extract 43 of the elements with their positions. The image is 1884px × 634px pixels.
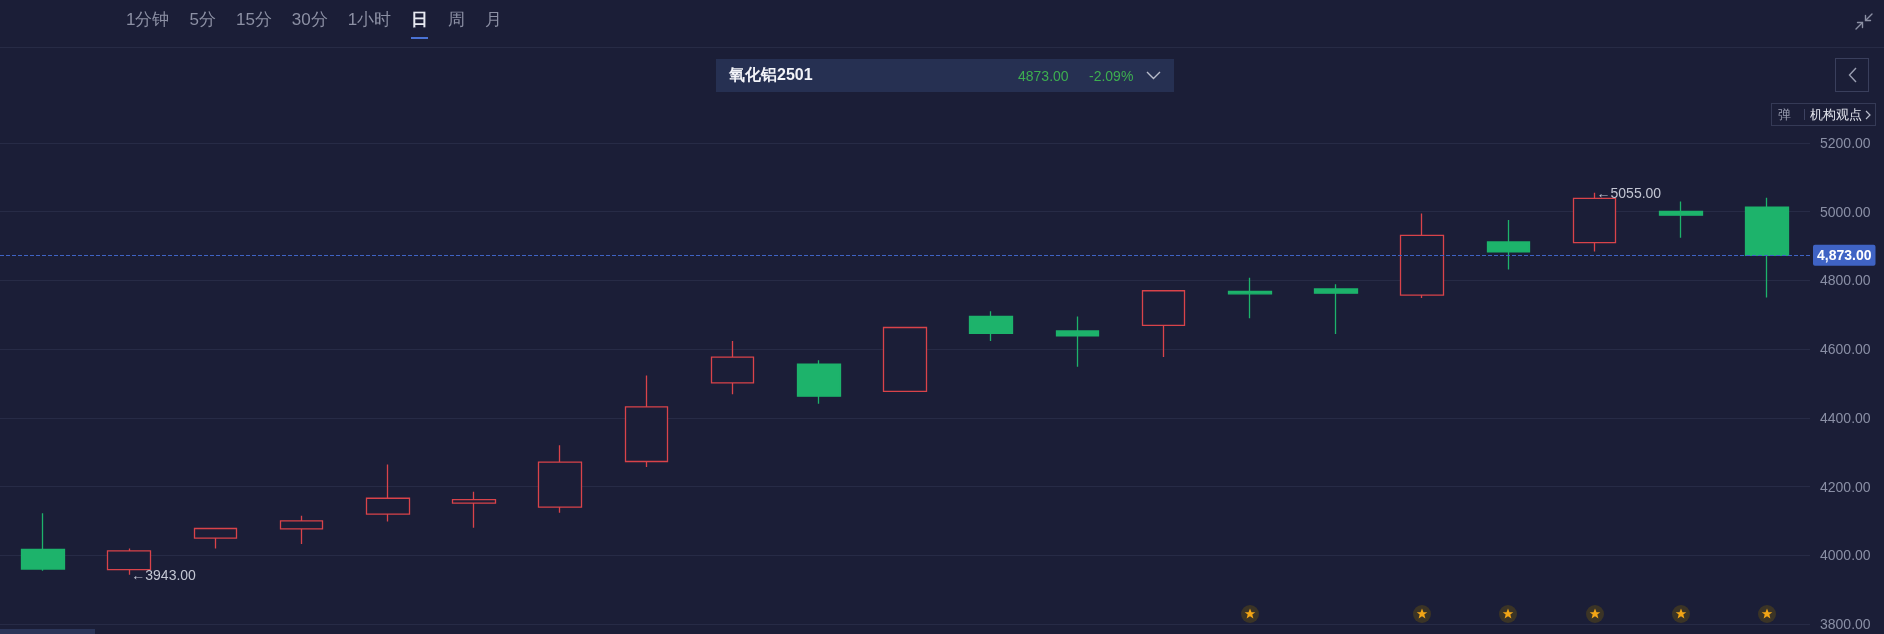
candlestick	[451, 491, 497, 529]
candlestick	[279, 515, 324, 545]
tab-label: 1分钟	[126, 9, 170, 30]
tab-label: 周	[448, 9, 466, 30]
toggle-label: 弹	[1778, 106, 1791, 123]
candlestick	[365, 463, 411, 523]
title: 氧化铝2501	[729, 65, 813, 85]
tab-label: 1小时	[347, 9, 392, 30]
candlestick	[1055, 315, 1100, 368]
candlestick	[193, 527, 238, 550]
tab-label: 30分	[291, 9, 328, 30]
candlestick	[1486, 219, 1531, 271]
candlestick	[1141, 289, 1186, 358]
y-tick-label: 4400.00	[1820, 409, 1871, 426]
y-tick-label: 4200.00	[1820, 478, 1871, 495]
tab-label: 5分	[189, 9, 216, 30]
y-tick-label: 4600.00	[1820, 341, 1871, 358]
y-tick-label: 5200.00	[1820, 135, 1871, 151]
y-tick-label: 4800.00	[1820, 272, 1871, 289]
candlestick	[882, 326, 928, 393]
y-tick-label: 3800.00	[1820, 616, 1871, 632]
annotation: ←5055.00	[1596, 184, 1662, 201]
tab-label: 15分	[235, 9, 272, 30]
candlestick	[1399, 212, 1445, 299]
tab-label: 日	[411, 9, 429, 30]
ref-line-label: 4,873.00	[1817, 247, 1872, 264]
candlestick	[968, 310, 1014, 342]
candlestick	[1658, 200, 1704, 239]
y-tick-label: 5000.00	[1820, 203, 1871, 220]
candlestick	[537, 444, 583, 514]
candlestick	[624, 374, 669, 468]
candlestick	[20, 512, 66, 572]
candlestick	[1313, 283, 1359, 335]
candlestick	[1744, 196, 1790, 299]
price-change: -2.09%	[1089, 67, 1134, 85]
candlestick	[710, 340, 755, 395]
opinion-label: 机构观点	[1810, 106, 1862, 123]
annotation: ←3943.00	[131, 566, 197, 583]
y-tick-label: 4000.00	[1820, 547, 1871, 564]
price: 4873.00	[1018, 67, 1069, 85]
candlestick	[1227, 277, 1273, 319]
tab-label: 月	[485, 9, 503, 30]
candlestick	[796, 359, 842, 405]
